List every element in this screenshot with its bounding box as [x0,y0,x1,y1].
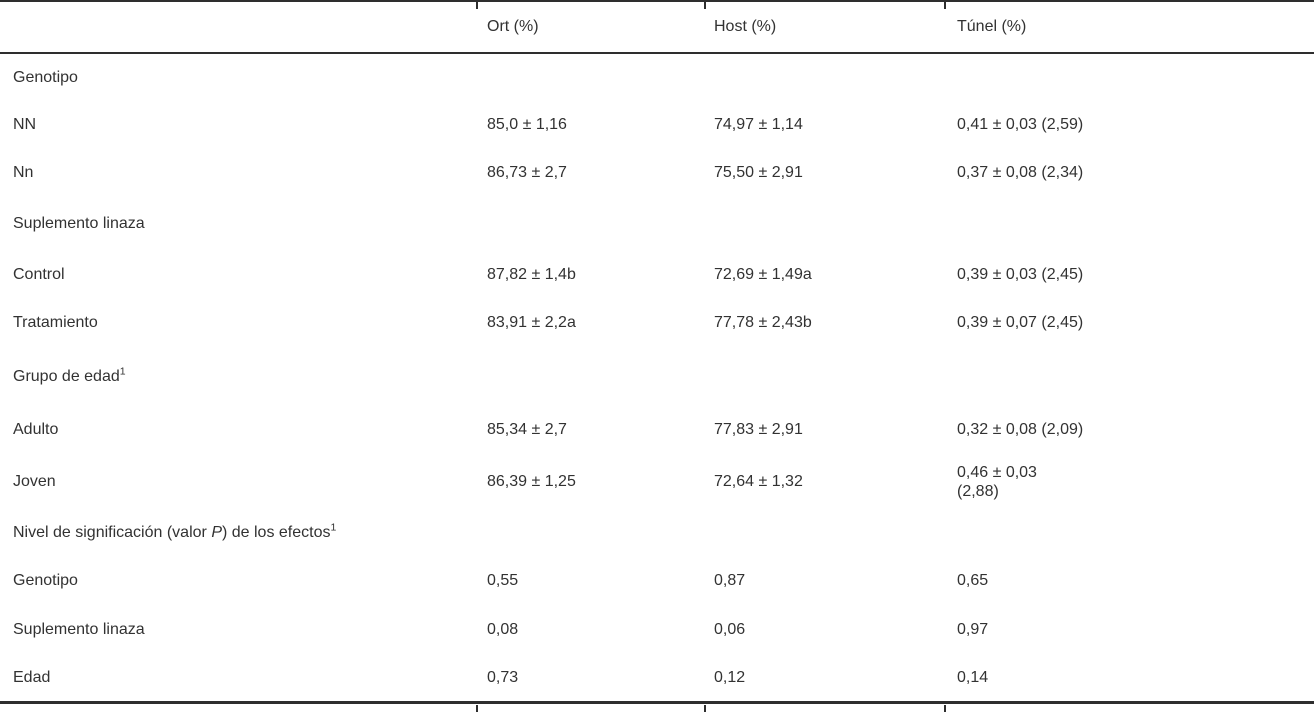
column-boundary-tick [944,2,946,9]
cell-ort [477,509,705,557]
cell-tunel: 0,39 ± 0,03 (2,45) [957,266,1084,283]
section-label: Nivel de significación (valor P) de los … [0,509,477,557]
cell-ort: 86,39 ± 1,25 [487,472,576,490]
cell-ort: 0,73 [487,668,519,686]
cell-ort: 85,34 ± 2,7 [487,421,567,438]
section-label: Genotipo [13,68,78,86]
table-row-joven: Joven 86,39 ± 1,25 72,64 ± 1,32 0,46 ± 0… [0,454,1314,509]
section-label-text: Grupo de edad [13,367,120,385]
section-row-grupo-de-edad: Grupo de edad1 [0,347,1314,406]
cell-ort: 85,0 ± 1,16 [487,116,567,133]
cell-ort: 87,82 ± 1,4b [487,266,576,283]
cell-tunel: 0,97 [957,620,989,638]
column-boundary-tick [704,2,706,9]
row-label: Nn [13,164,34,181]
row-label: Tratamiento [13,314,98,331]
p-value-symbol: P [211,524,222,541]
section-row-suplemento-linaza: Suplemento linaza [0,197,1314,251]
row-label: NN [13,116,37,133]
header-cell-host: Host (%) [714,18,777,35]
cell-tunel [945,347,1314,406]
cell-tunel: 0,39 ± 0,07 (2,45) [957,314,1084,331]
cell-host [705,509,945,557]
cell-host: 72,64 ± 1,32 [714,472,803,490]
row-label: Suplemento linaza [13,620,145,638]
cell-host: 77,78 ± 2,43b [714,314,812,331]
cell-ort [477,197,705,251]
section-label: Suplemento linaza [13,215,145,232]
cell-tunel: 0,32 ± 0,08 (2,09) [957,421,1084,438]
cell-ort: 86,73 ± 2,7 [487,164,567,181]
table-row-pvalue-genotipo: Genotipo 0,55 0,87 0,65 [0,557,1314,604]
row-label: Control [13,266,65,283]
cell-host [705,347,945,406]
table-row-pvalue-edad: Edad 0,73 0,12 0,14 [0,655,1314,702]
cell-ort: 83,91 ± 2,2a [487,314,576,331]
column-boundary-tick [476,705,478,712]
column-boundary-tick [704,705,706,712]
section-row-nivel-significacion: Nivel de significación (valor P) de los … [0,509,1314,557]
cell-tunel: 0,65 [957,571,989,589]
table-row-nn: NN 85,0 ± 1,16 74,97 ± 1,14 0,41 ± 0,03 … [0,101,1314,149]
table-row-pvalue-suplemento: Suplemento linaza 0,08 0,06 0,97 [0,604,1314,655]
cell-host: 75,50 ± 2,91 [714,164,803,181]
table-row-control: Control 87,82 ± 1,4b 72,69 ± 1,49a 0,39 … [0,251,1314,299]
cell-tunel [945,509,1314,557]
column-boundary-tick [476,2,478,9]
cell-tunel-line2: (2,88) [957,482,999,500]
cell-host [705,197,945,251]
cell-tunel [945,53,1314,101]
header-cell-empty [0,1,477,53]
table-body: Genotipo NN 85,0 ± 1,16 74,97 ± 1,14 0,4… [0,53,1314,702]
cell-tunel-line1: 0,46 ± 0,03 [957,463,1037,481]
table-row-nn-lower: Nn 86,73 ± 2,7 75,50 ± 2,91 0,37 ± 0,08 … [0,149,1314,197]
header-row: Ort (%) Host (%) Túnel (%) [0,1,1314,53]
cell-ort: 0,55 [487,571,519,589]
cell-tunel: 0,41 ± 0,03 (2,59) [957,116,1084,133]
cell-host: 74,97 ± 1,14 [714,116,803,133]
header-cell-tunel: Túnel (%) [957,18,1027,35]
cell-host: 72,69 ± 1,49a [714,266,812,283]
column-boundary-tick [944,705,946,712]
cell-host: 77,83 ± 2,91 [714,421,803,438]
row-label: Joven [13,472,56,490]
table-row-adulto: Adulto 85,34 ± 2,7 77,83 ± 2,91 0,32 ± 0… [0,406,1314,454]
cell-host: 0,06 [714,620,746,638]
cell-host: 0,12 [714,668,746,686]
cell-ort [477,53,705,101]
cell-tunel: 0,46 ± 0,03 (2,88) [945,454,1314,509]
cell-tunel: 0,37 ± 0,08 (2,34) [957,164,1084,181]
cell-host: 0,87 [714,571,746,589]
table-header: Ort (%) Host (%) Túnel (%) [0,1,1314,53]
section-label: Grupo de edad1 [0,347,477,406]
cell-host [705,53,945,101]
cell-ort: 0,08 [487,620,519,638]
section-row-genotipo: Genotipo [0,53,1314,101]
cell-ort [477,347,705,406]
footnote-marker: 1 [330,521,337,534]
footnote-marker: 1 [119,365,126,378]
section-label-pre: Nivel de significación (valor [13,524,212,541]
row-label: Genotipo [13,571,78,589]
header-cell-ort: Ort (%) [487,18,539,35]
cell-tunel: 0,14 [957,668,989,686]
section-label-post: ) de los efectos [221,524,331,541]
cell-tunel [945,197,1314,251]
table-row-tratamiento: Tratamiento 83,91 ± 2,2a 77,78 ± 2,43b 0… [0,299,1314,347]
row-label: Edad [13,668,51,686]
row-label: Adulto [13,421,59,438]
